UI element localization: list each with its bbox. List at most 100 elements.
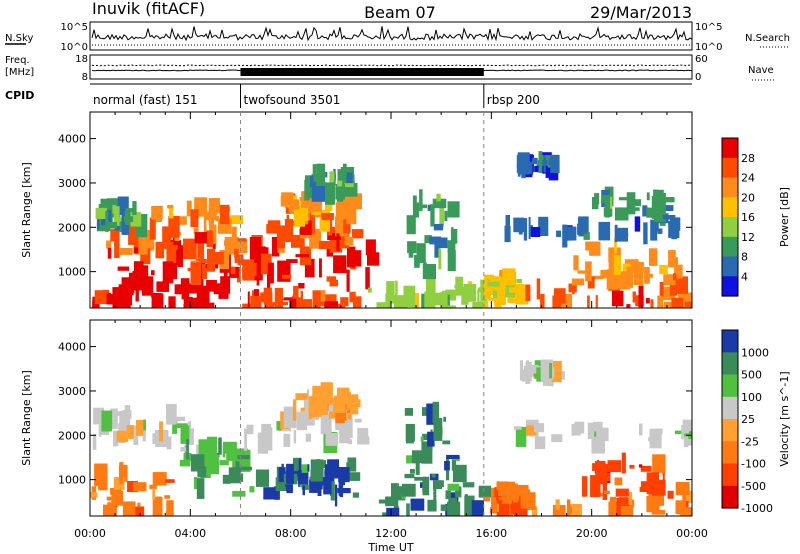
echo-cell [569,507,572,514]
echo-cell [445,490,451,500]
echo-cell [514,495,523,516]
cpid-label: CPID [5,89,34,102]
echo-cell [267,220,281,232]
echo-cell [326,276,336,282]
echo-cell [334,484,338,507]
echo-cell [562,224,568,248]
echo-cell [550,154,560,173]
echo-cell [414,476,426,481]
echo-cell [93,407,104,425]
echo-cell [628,192,634,214]
echo-cell [156,281,169,292]
echo-cell [111,490,124,506]
echo-cell [404,473,415,479]
echo-cell [262,427,273,451]
echo-cell [305,175,315,184]
echo-cell [668,250,676,268]
echo-cell [432,480,442,489]
echo-cell [223,446,231,451]
echo-cell [633,267,644,285]
colorbar-frame [721,329,739,509]
echo-cell [249,486,255,493]
nave-trace [91,64,693,67]
echo-cell [447,483,460,491]
echo-cell [155,217,162,222]
echo-cell [232,490,246,497]
echo-cell [455,486,462,498]
echo-cell [130,212,142,227]
echo-cell [176,416,186,422]
echo-cell [309,212,315,235]
echo-cell [659,264,668,275]
freq-left-tick-bottom: 8 [82,72,88,83]
echo-cell [347,457,357,472]
echo-cell [346,269,350,292]
echo-cell [238,466,252,471]
echo-cell [133,247,139,254]
echo-cell [502,268,516,286]
echo-cell [643,222,648,245]
echo-cell [140,248,151,265]
echo-cell [662,192,666,209]
echo-cell [522,369,527,378]
echo-cell [426,403,434,425]
echo-cell [325,182,336,205]
echo-cell [137,486,144,492]
echo-cell [212,244,216,250]
echo-cell [391,483,399,500]
echo-cell [445,289,457,301]
echo-cell [427,431,435,447]
echo-cell [296,411,307,431]
echo-cell [325,294,337,308]
echo-cell [573,255,579,271]
echo-cell [591,477,600,496]
echo-cell [278,428,292,432]
echo-cell [302,485,305,496]
echo-cell [528,217,531,239]
colorbar-swatch [722,276,738,297]
colorbar-frame [721,137,739,297]
echo-cell [132,201,137,215]
echo-cell [280,261,286,276]
echo-cell [568,503,582,516]
echo-cell [432,401,440,423]
echo-cell [551,360,562,383]
echo-cell [232,453,236,472]
power-echoes [92,151,692,308]
echo-cell [691,280,692,296]
echo-cell [492,284,497,299]
echo-cell [210,252,224,265]
echo-cell [572,290,575,295]
echo-cell [222,474,231,484]
echo-cell [327,459,339,476]
nsky-left-tick-bottom: 10^0 [61,42,88,53]
nsky-right-tick-top: 10^5 [695,22,722,33]
echo-cell [340,470,346,486]
x-tick-label: 08:00 [275,527,307,540]
freq-left-tick-top: 18 [75,54,88,65]
echo-cell [502,496,512,504]
echo-cell [571,423,581,436]
echo-cell [234,254,244,263]
echo-cell [640,481,647,492]
echo-cell [385,496,399,507]
echo-cell [615,488,629,497]
nsky-label: N.Sky [5,33,33,44]
echo-cell [424,235,432,244]
y-tick-label: 2000 [58,221,86,234]
echo-cell [663,215,676,220]
echo-cell [142,427,146,442]
echo-cell [164,495,171,499]
echo-cell [410,498,425,511]
echo-cell [132,270,144,291]
echo-cell [415,458,420,475]
echo-cell [324,471,337,475]
echo-cell [477,287,486,293]
echo-cell [669,278,677,296]
echo-cell [337,169,347,182]
echo-cell [181,278,190,300]
colorbar-swatch [722,236,738,258]
echo-cell [478,485,492,498]
echo-cell [675,481,690,496]
echo-cell [386,507,400,516]
